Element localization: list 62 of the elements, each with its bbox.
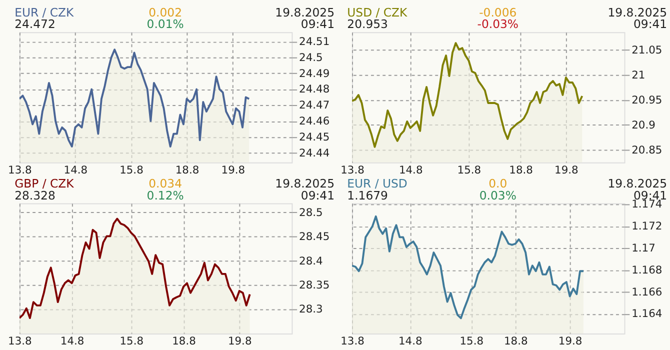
- y-tick-label: 1.168: [632, 263, 662, 276]
- x-tick-label: 18.8: [509, 164, 534, 177]
- y-tick-label: 24.46: [299, 114, 330, 128]
- x-tick-label: 18.8: [175, 164, 200, 177]
- x-tick-label: 19.8: [554, 164, 579, 177]
- y-tick-label: 28.4: [299, 254, 324, 268]
- text: -0.006: [479, 6, 517, 20]
- chart-subtitle: 20.953: [347, 17, 388, 32]
- text: -0.03%: [477, 17, 519, 32]
- text: 0.12%: [146, 188, 184, 202]
- x-tick-label: 15.8: [120, 164, 144, 177]
- y-tick-label: 28.45: [299, 230, 330, 244]
- y-tick-label: 1.164: [632, 307, 662, 320]
- y-tick-label: 1.172: [632, 220, 662, 233]
- text: 19.8.2025 09:41: [608, 6, 668, 32]
- x-tick-label: 15.8: [120, 334, 144, 348]
- x-tick-label: 15.8: [457, 164, 482, 177]
- text: 0.01%: [146, 17, 184, 32]
- chart-title: GBP / CZK: [14, 176, 74, 191]
- y-tick-label: 24.45: [299, 130, 330, 144]
- y-tick-label: 20.95: [632, 93, 662, 106]
- x-tick-label: 18.8: [504, 334, 528, 348]
- chart-subtitle: 1.1679: [347, 188, 388, 202]
- x-tick-label: 14.8: [398, 334, 422, 348]
- y-tick-label: 20.85: [632, 143, 662, 156]
- y-tick-label: 24.44: [299, 146, 330, 160]
- text: 0.002: [148, 6, 182, 20]
- y-tick-label: 24.48: [299, 82, 330, 96]
- x-tick-label: 13.8: [8, 334, 32, 348]
- text: 19.8.2025 09:41: [275, 6, 335, 32]
- x-tick-label: 19.8: [228, 334, 252, 348]
- text: 0.034: [148, 176, 182, 191]
- y-tick-label: 20.9: [632, 118, 656, 132]
- x-tick-label: 14.8: [398, 164, 423, 177]
- x-tick-label: 19.8: [221, 164, 246, 177]
- x-tick-label: 19.8: [558, 334, 582, 348]
- text: 0.03%: [479, 188, 516, 202]
- text: 19.8.2025 09:41: [275, 176, 335, 202]
- y-tick-label: 24.47: [299, 98, 330, 112]
- y-tick-label: 28.5: [299, 206, 323, 219]
- x-tick-label: 13.8: [340, 164, 365, 177]
- y-tick-label: 28.3: [299, 302, 323, 316]
- y-tick-label: 21.05: [632, 43, 662, 56]
- y-tick-label: 24.49: [299, 66, 330, 80]
- chart-subtitle: 28.328: [14, 188, 56, 202]
- x-tick-label: 18.8: [172, 334, 196, 348]
- chart-subtitle: 24.472: [14, 17, 56, 32]
- text: 0.0: [488, 176, 508, 191]
- y-tick-label: 21: [632, 68, 646, 82]
- chart-title: EUR / CZK: [14, 6, 74, 20]
- x-tick-label: 14.8: [60, 334, 84, 348]
- chart-title: EUR / USD: [347, 176, 408, 191]
- y-tick-label: 28.35: [299, 278, 330, 292]
- y-tick-label: 24.5: [299, 50, 323, 64]
- x-tick-label: 15.8: [460, 334, 484, 348]
- x-tick-label: 13.8: [8, 164, 32, 177]
- x-tick-label: 13.8: [340, 334, 365, 348]
- chart-title: USD / CZK: [347, 6, 408, 20]
- y-tick-label: 24.51: [299, 35, 330, 48]
- x-tick-label: 14.8: [64, 164, 88, 177]
- y-tick-label: 1.17: [632, 242, 656, 255]
- y-tick-label: 1.166: [632, 285, 662, 298]
